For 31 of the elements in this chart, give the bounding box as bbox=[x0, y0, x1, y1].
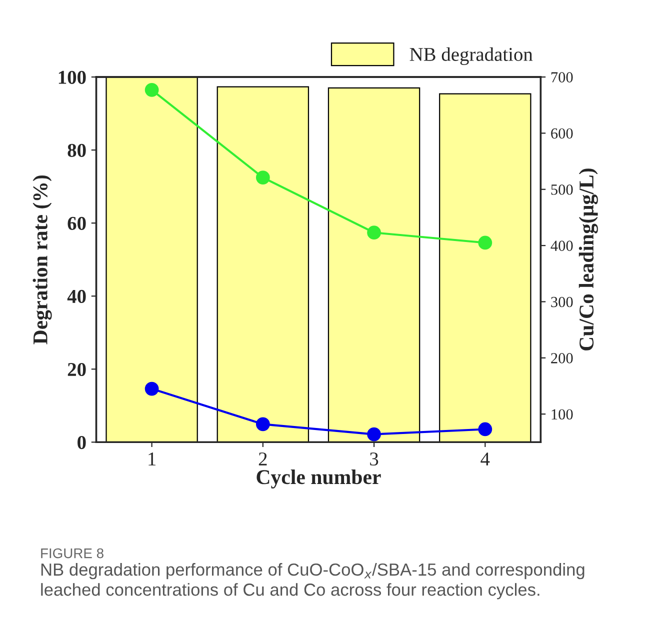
x-tick-label: 3 bbox=[370, 452, 378, 466]
y-axis-title: Degration rate (%) bbox=[32, 175, 52, 344]
point bbox=[144, 82, 159, 97]
y2-tick-label: 500 bbox=[551, 184, 573, 195]
legend-label: NB degradation bbox=[410, 47, 533, 66]
point bbox=[256, 170, 270, 185]
x-axis-title: Cycle number bbox=[256, 470, 381, 488]
y2-tick-label: 200 bbox=[551, 353, 573, 364]
y-tick-label: 0 bbox=[78, 436, 86, 450]
x-tick-label: 1 bbox=[148, 452, 156, 466]
y-tick-label: 80 bbox=[68, 144, 86, 157]
y2-tick-label: 600 bbox=[551, 128, 573, 139]
point bbox=[478, 422, 492, 436]
point bbox=[144, 382, 159, 396]
point bbox=[367, 226, 381, 240]
text: NB degradation performance of CuO-CoO$_{x}$/SBA-15 and corresponding leached concentrations of Cu and Co across four reaction cycles. bbox=[41, 563, 584, 600]
caption: FIGURE 8 bbox=[41, 548, 104, 558]
y2-tick-label: 100 bbox=[552, 409, 573, 420]
y-tick-label: 20 bbox=[68, 362, 86, 376]
y2-tick-label: 700 bbox=[551, 72, 573, 82]
y2-axis-title: Cu/Co leading(μg/L) bbox=[578, 168, 598, 350]
y2-tick-label: 400 bbox=[550, 240, 573, 251]
y2-tick-label: 300 bbox=[551, 296, 573, 308]
point bbox=[256, 417, 270, 432]
point bbox=[367, 427, 381, 442]
x-tick-label: 2 bbox=[258, 452, 267, 466]
point bbox=[478, 236, 492, 250]
y-tick-label: 100 bbox=[58, 70, 86, 84]
x-tick-label: 4 bbox=[480, 452, 490, 466]
y-tick-label: 60 bbox=[68, 216, 86, 230]
y-tick-label: 40 bbox=[67, 290, 86, 304]
